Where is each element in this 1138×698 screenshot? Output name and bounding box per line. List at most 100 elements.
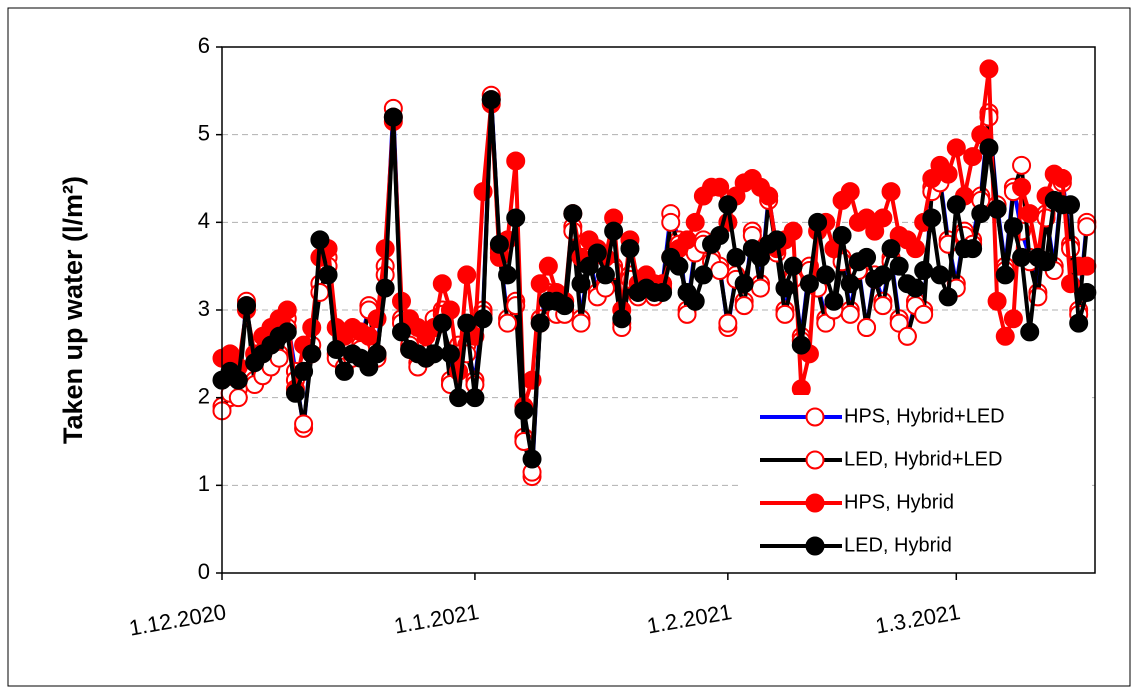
data-point	[979, 59, 999, 79]
data-point	[1012, 177, 1032, 197]
data-point	[799, 274, 819, 294]
data-point	[440, 344, 460, 364]
data-point	[424, 344, 444, 364]
data-point	[522, 449, 542, 469]
data-point	[612, 309, 632, 329]
y-tick-label: 1	[198, 471, 210, 496]
data-point	[294, 414, 314, 434]
data-point	[1077, 256, 1097, 276]
data-point	[489, 234, 509, 254]
data-point	[530, 274, 550, 294]
data-point	[857, 318, 877, 338]
data-point	[310, 230, 330, 250]
data-point	[922, 208, 942, 228]
legend-marker	[805, 450, 825, 470]
data-point	[987, 291, 1007, 311]
data-point	[775, 304, 795, 324]
y-tick-label: 0	[198, 559, 210, 584]
data-point	[938, 287, 958, 307]
data-point	[914, 261, 934, 281]
data-point	[318, 265, 338, 285]
data-point	[873, 265, 893, 285]
data-point	[906, 239, 926, 259]
data-point	[277, 322, 297, 342]
data-point	[620, 239, 640, 259]
y-tick-label: 6	[198, 33, 210, 58]
data-point	[334, 361, 354, 381]
data-point	[669, 256, 689, 276]
data-point	[718, 195, 738, 215]
legend-label: HPS, Hybrid+LED	[844, 405, 1005, 427]
data-point	[383, 107, 403, 127]
data-point	[571, 274, 591, 294]
data-point	[498, 265, 518, 285]
data-point	[302, 344, 322, 364]
data-point	[432, 274, 452, 294]
data-point	[555, 296, 575, 316]
data-point	[326, 339, 346, 359]
data-point	[840, 304, 860, 324]
data-point	[693, 265, 713, 285]
data-point	[285, 383, 305, 403]
data-point	[1061, 195, 1081, 215]
data-point	[1012, 247, 1032, 267]
legend-label: LED, Hybrid+LED	[844, 448, 1002, 470]
data-point	[824, 291, 844, 311]
data-point	[840, 182, 860, 202]
data-point	[1052, 169, 1072, 188]
data-point	[938, 164, 958, 184]
data-point	[873, 296, 893, 316]
data-point	[783, 256, 803, 276]
data-point	[767, 230, 787, 250]
legend-marker	[805, 407, 825, 427]
data-point	[685, 212, 705, 232]
data-point	[277, 300, 297, 320]
data-point	[987, 199, 1007, 219]
data-point	[1077, 217, 1097, 237]
legend-marker	[805, 493, 825, 513]
data-point	[710, 177, 730, 197]
data-point	[1020, 204, 1040, 224]
data-point	[775, 278, 795, 298]
data-point	[873, 208, 893, 228]
data-point	[857, 247, 877, 267]
data-point	[530, 313, 550, 333]
data-point	[391, 322, 411, 342]
data-point	[963, 239, 983, 259]
data-point	[995, 265, 1015, 285]
data-point	[726, 247, 746, 267]
data-point	[783, 221, 803, 241]
data-point	[1003, 309, 1023, 329]
data-point	[840, 274, 860, 294]
data-point	[506, 151, 526, 171]
data-point	[971, 204, 991, 224]
data-point	[710, 225, 730, 245]
data-point	[1061, 239, 1081, 259]
data-point	[979, 138, 999, 158]
y-tick-label: 4	[198, 208, 210, 233]
data-point	[906, 278, 926, 298]
data-point	[228, 370, 248, 390]
legend-label: LED, Hybrid	[844, 534, 952, 556]
data-point	[791, 335, 811, 355]
data-point	[498, 313, 518, 333]
data-point	[481, 90, 501, 110]
data-point	[514, 401, 534, 421]
legend-box	[742, 395, 1092, 567]
data-point	[236, 296, 256, 316]
data-point	[571, 313, 591, 333]
legend-marker	[805, 536, 825, 556]
data-point	[473, 309, 493, 329]
data-point	[734, 274, 754, 294]
data-point	[457, 265, 477, 285]
data-point	[685, 291, 705, 311]
data-point	[930, 265, 950, 285]
data-point	[759, 186, 779, 206]
y-tick-label: 5	[198, 120, 210, 145]
data-point	[808, 212, 828, 232]
data-point	[595, 265, 615, 285]
data-point	[465, 388, 485, 408]
data-point	[677, 230, 697, 250]
plot-border	[221, 46, 1096, 574]
